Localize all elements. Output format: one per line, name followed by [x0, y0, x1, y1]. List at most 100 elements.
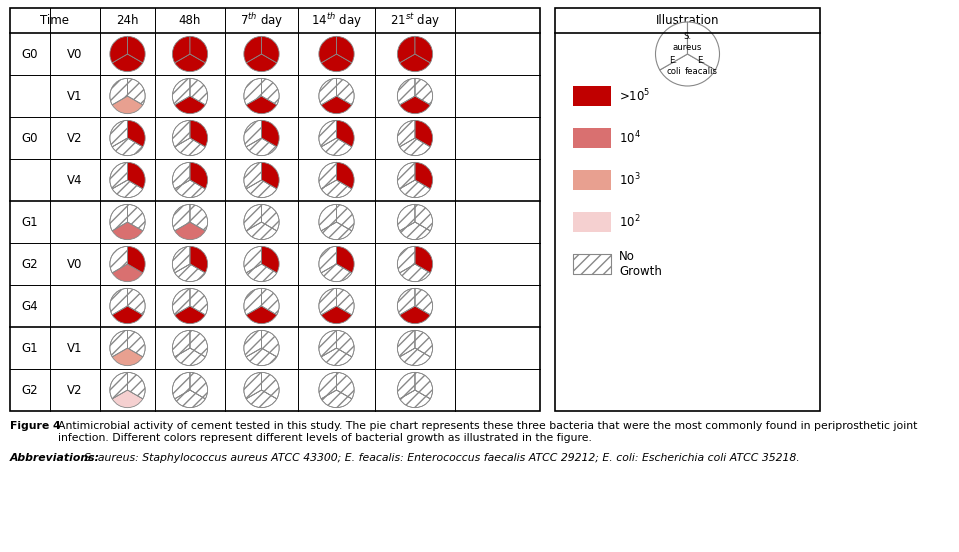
Wedge shape: [244, 78, 262, 105]
Wedge shape: [415, 162, 433, 189]
Wedge shape: [173, 78, 190, 105]
Wedge shape: [112, 96, 143, 114]
Wedge shape: [112, 390, 143, 407]
Wedge shape: [175, 264, 205, 282]
Text: V4: V4: [67, 173, 82, 187]
Wedge shape: [110, 246, 128, 273]
Wedge shape: [175, 96, 205, 114]
Wedge shape: [128, 288, 145, 315]
Wedge shape: [246, 96, 277, 114]
Wedge shape: [400, 264, 431, 282]
Wedge shape: [128, 373, 145, 399]
Wedge shape: [190, 288, 208, 315]
Wedge shape: [397, 120, 415, 147]
Wedge shape: [688, 22, 719, 70]
Wedge shape: [175, 138, 205, 156]
Wedge shape: [262, 78, 279, 105]
Wedge shape: [112, 180, 143, 198]
Wedge shape: [400, 390, 431, 407]
Wedge shape: [262, 36, 279, 63]
Wedge shape: [246, 54, 277, 72]
Wedge shape: [397, 162, 415, 189]
Text: Illustration: Illustration: [656, 14, 719, 27]
Wedge shape: [397, 373, 415, 399]
Wedge shape: [246, 306, 277, 323]
Wedge shape: [190, 204, 208, 231]
Text: V2: V2: [67, 384, 82, 396]
Text: Time: Time: [40, 14, 69, 27]
Wedge shape: [128, 120, 145, 147]
Wedge shape: [110, 204, 128, 231]
Text: Antimicrobial activity of cement tested in this study. The pie chart represents : Antimicrobial activity of cement tested …: [58, 421, 918, 443]
Text: G2: G2: [22, 384, 38, 396]
Wedge shape: [400, 138, 431, 156]
Wedge shape: [128, 330, 145, 357]
Wedge shape: [112, 264, 143, 282]
Wedge shape: [337, 246, 354, 273]
Text: V0: V0: [67, 47, 82, 61]
Wedge shape: [246, 138, 277, 156]
Wedge shape: [337, 330, 354, 357]
Wedge shape: [321, 390, 352, 407]
Wedge shape: [244, 288, 262, 315]
Wedge shape: [246, 390, 277, 407]
Text: V2: V2: [67, 131, 82, 145]
Text: Abbreviations:: Abbreviations:: [10, 453, 104, 463]
Wedge shape: [337, 36, 354, 63]
Wedge shape: [337, 288, 354, 315]
Text: 21$^{st}$ day: 21$^{st}$ day: [390, 11, 440, 30]
Text: G0: G0: [22, 131, 38, 145]
Wedge shape: [318, 373, 337, 399]
Wedge shape: [415, 36, 433, 63]
Text: G1: G1: [22, 342, 38, 354]
Text: G2: G2: [22, 257, 38, 270]
Bar: [573, 86, 611, 106]
Bar: [10, 8, 540, 411]
Wedge shape: [318, 120, 337, 147]
Wedge shape: [321, 222, 352, 240]
Wedge shape: [110, 373, 128, 399]
Wedge shape: [128, 246, 145, 273]
Wedge shape: [337, 373, 354, 399]
Wedge shape: [128, 162, 145, 189]
Wedge shape: [173, 246, 190, 273]
Bar: [573, 254, 611, 274]
Wedge shape: [173, 204, 190, 231]
Text: No
Growth: No Growth: [619, 250, 662, 278]
Wedge shape: [656, 22, 688, 70]
Wedge shape: [321, 138, 352, 156]
Wedge shape: [415, 330, 433, 357]
Wedge shape: [397, 36, 415, 63]
Wedge shape: [262, 373, 279, 399]
Wedge shape: [262, 204, 279, 231]
Wedge shape: [415, 78, 433, 105]
Wedge shape: [660, 54, 715, 86]
Wedge shape: [318, 246, 337, 273]
Wedge shape: [175, 222, 205, 240]
Wedge shape: [400, 348, 431, 365]
Text: V0: V0: [67, 257, 82, 270]
Wedge shape: [190, 162, 208, 189]
Wedge shape: [173, 36, 190, 63]
Wedge shape: [190, 78, 208, 105]
Wedge shape: [262, 162, 279, 189]
Wedge shape: [110, 36, 128, 63]
Wedge shape: [112, 348, 143, 365]
Bar: [555, 8, 820, 411]
Text: 10$^{2}$: 10$^{2}$: [619, 214, 641, 230]
Text: E.
feacalis: E. feacalis: [685, 56, 718, 76]
Wedge shape: [110, 78, 128, 105]
Text: G4: G4: [22, 300, 38, 312]
Wedge shape: [262, 120, 279, 147]
Wedge shape: [318, 36, 337, 63]
Wedge shape: [190, 246, 208, 273]
Text: V1: V1: [67, 89, 82, 103]
Wedge shape: [244, 246, 262, 273]
Wedge shape: [175, 54, 205, 72]
Wedge shape: [244, 162, 262, 189]
Wedge shape: [110, 162, 128, 189]
Wedge shape: [415, 246, 433, 273]
Text: 7$^{th}$ day: 7$^{th}$ day: [240, 11, 283, 30]
Text: V1: V1: [67, 342, 82, 354]
Text: 14$^{th}$ day: 14$^{th}$ day: [311, 11, 362, 30]
